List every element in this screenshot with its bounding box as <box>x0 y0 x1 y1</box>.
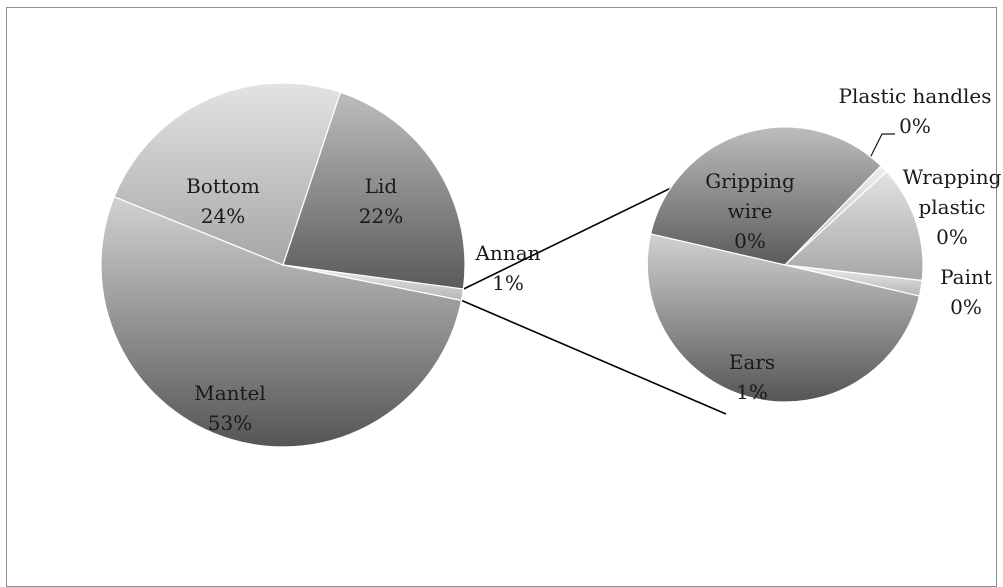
connector-line-bottom <box>461 299 727 415</box>
leader-line-plastic-handles <box>868 133 895 161</box>
pie-slice-lid <box>282 91 466 290</box>
pie-label-plastic-handles: Plastic handles 0% <box>838 84 991 138</box>
secondary-slice-gripping-wire <box>649 126 882 266</box>
pie-label-lid: Lid 22% <box>359 174 403 228</box>
pie-label-paint: Paint 0% <box>940 265 992 319</box>
pie-label-annan: Annan 1% <box>474 241 540 295</box>
pie-label-ears: Ears 1% <box>729 350 775 404</box>
pie-label-wrapping-plastic: Wrapping plastic 0% <box>903 165 1002 249</box>
pie-label-gripping-wire: Gripping wire 0% <box>705 169 795 253</box>
pie-label-mantel: Mantel 53% <box>194 381 266 435</box>
pie-slice-mantel <box>100 196 463 448</box>
secondary-slice-ears <box>646 233 921 403</box>
secondary-slice-wrapping-plastic <box>783 170 924 282</box>
pie-label-bottom: Bottom 24% <box>186 174 260 228</box>
